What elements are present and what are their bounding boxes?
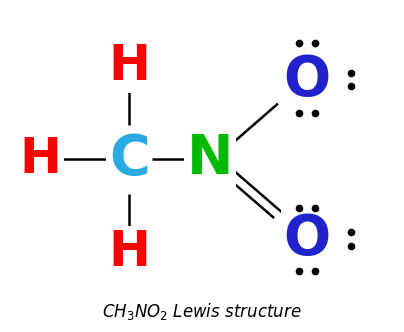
Text: O: O (284, 53, 330, 107)
Text: H: H (108, 42, 150, 90)
Text: H: H (108, 228, 150, 276)
Text: H: H (19, 135, 61, 183)
Text: N: N (187, 132, 234, 186)
Text: O: O (284, 212, 330, 266)
Text: $\bf{\it{CH_3NO_2\ Lewis\ structure}}$: $\bf{\it{CH_3NO_2\ Lewis\ structure}}$ (102, 301, 302, 322)
Text: C: C (109, 132, 149, 186)
